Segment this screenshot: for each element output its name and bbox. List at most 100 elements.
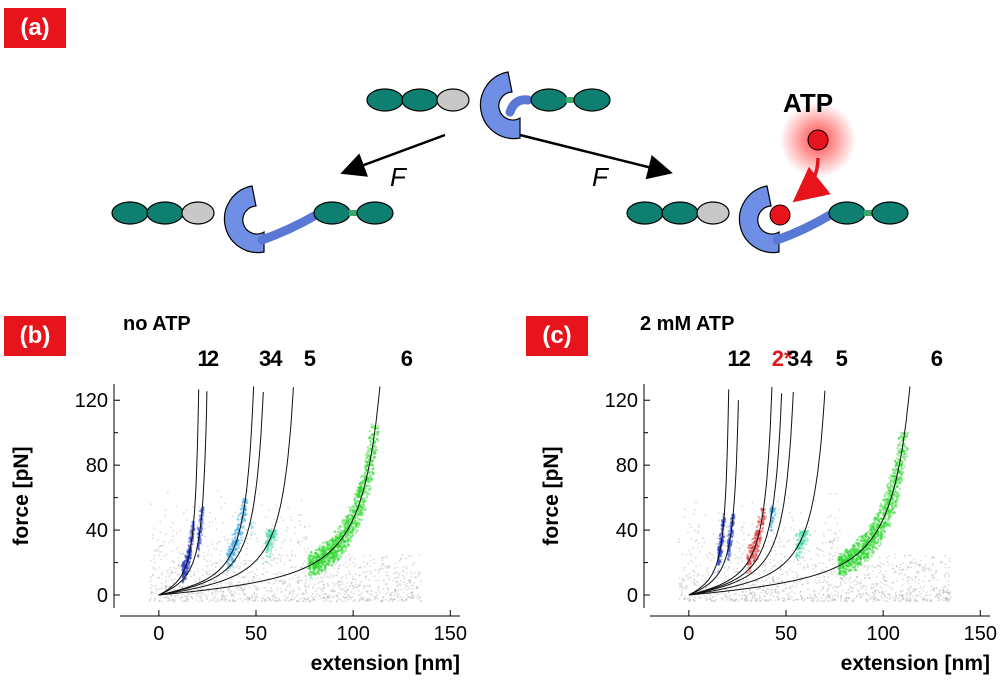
noise-point — [367, 579, 370, 581]
noise-point — [290, 597, 293, 600]
cluster-point — [319, 564, 323, 567]
noise-point — [297, 600, 300, 603]
noise-point — [211, 591, 214, 594]
cluster-point — [227, 554, 230, 557]
noise-point — [241, 571, 244, 574]
cluster-point — [187, 547, 190, 550]
noise-point — [920, 585, 922, 588]
cluster-point — [315, 562, 318, 565]
noise-point — [802, 556, 804, 558]
noise-point — [388, 564, 390, 567]
noise-point — [301, 593, 304, 595]
cluster-point — [334, 549, 337, 552]
noise-point — [325, 599, 328, 602]
noise-point — [933, 588, 936, 591]
noise-point — [793, 538, 795, 540]
cluster-point — [355, 523, 358, 527]
noise-point — [938, 597, 941, 600]
noise-point — [182, 581, 185, 584]
noise-point — [821, 581, 824, 584]
cluster-point — [357, 518, 360, 522]
noise-point — [213, 580, 216, 583]
noise-point — [305, 578, 308, 581]
noise-point — [228, 590, 231, 593]
noise-point — [791, 570, 794, 573]
cluster-point — [318, 545, 322, 548]
cluster-point — [368, 436, 371, 440]
noise-point — [179, 530, 182, 532]
cluster-point — [327, 547, 331, 550]
noise-point — [248, 597, 251, 600]
noise-point — [275, 600, 278, 603]
noise-point — [357, 567, 360, 569]
cluster-point — [308, 571, 311, 574]
noise-point — [829, 492, 832, 495]
noise-point — [303, 560, 306, 563]
noise-point — [807, 588, 809, 591]
cluster-point — [372, 457, 375, 460]
noise-point — [906, 597, 909, 599]
noise-point — [373, 575, 376, 577]
noise-point — [199, 594, 201, 597]
noise-point — [379, 568, 381, 571]
noise-point — [830, 529, 832, 531]
noise-point — [944, 566, 947, 569]
noise-point — [382, 596, 385, 599]
noise-point — [238, 556, 241, 559]
noise-point — [312, 586, 315, 588]
noise-point — [253, 593, 256, 596]
noise-point — [280, 572, 282, 574]
noise-point — [381, 600, 383, 603]
noise-point — [898, 569, 901, 571]
noise-point — [289, 516, 292, 518]
noise-point — [750, 584, 753, 586]
cluster-point — [184, 570, 187, 573]
cluster-point — [333, 555, 336, 559]
noise-point — [283, 595, 286, 597]
noise-point — [180, 564, 183, 567]
noise-point — [819, 549, 822, 552]
cluster-point — [797, 551, 801, 554]
noise-point — [942, 591, 944, 594]
cluster-point — [344, 521, 348, 524]
cluster-point — [331, 538, 335, 541]
noise-point — [746, 584, 749, 586]
protein-schematic: F F ATP — [111, 71, 909, 254]
cluster-point — [367, 481, 370, 484]
cluster-point — [333, 543, 336, 546]
noise-point — [396, 595, 399, 597]
noise-point — [287, 596, 290, 599]
noise-point — [198, 578, 201, 581]
noise-point — [272, 542, 275, 545]
noise-point — [167, 600, 169, 602]
noise-point — [251, 597, 254, 599]
noise-point — [816, 547, 819, 550]
noise-point — [309, 600, 311, 602]
noise-point — [220, 598, 223, 601]
noise-point — [311, 587, 314, 589]
noise-point — [681, 553, 684, 556]
cluster-point — [315, 563, 318, 566]
noise-point — [366, 591, 369, 593]
cluster-point — [321, 549, 325, 552]
cluster-point — [332, 553, 335, 557]
noise-point — [894, 594, 897, 597]
noise-point — [839, 583, 842, 585]
noise-point — [893, 567, 895, 570]
cluster-point — [323, 552, 327, 555]
cluster-point — [307, 559, 310, 562]
noise-point — [883, 578, 886, 581]
noise-point — [397, 584, 399, 587]
noise-point — [852, 580, 854, 583]
cluster-point — [730, 539, 734, 542]
noise-point — [879, 570, 882, 573]
noise-point — [193, 562, 196, 564]
construct-unfolded — [111, 185, 394, 254]
cluster-point — [323, 548, 326, 552]
cluster-point — [361, 506, 364, 509]
noise-point — [353, 577, 355, 580]
noise-point — [733, 593, 735, 596]
noise-point — [778, 512, 781, 515]
noise-point — [906, 577, 908, 579]
noise-point — [274, 594, 277, 597]
